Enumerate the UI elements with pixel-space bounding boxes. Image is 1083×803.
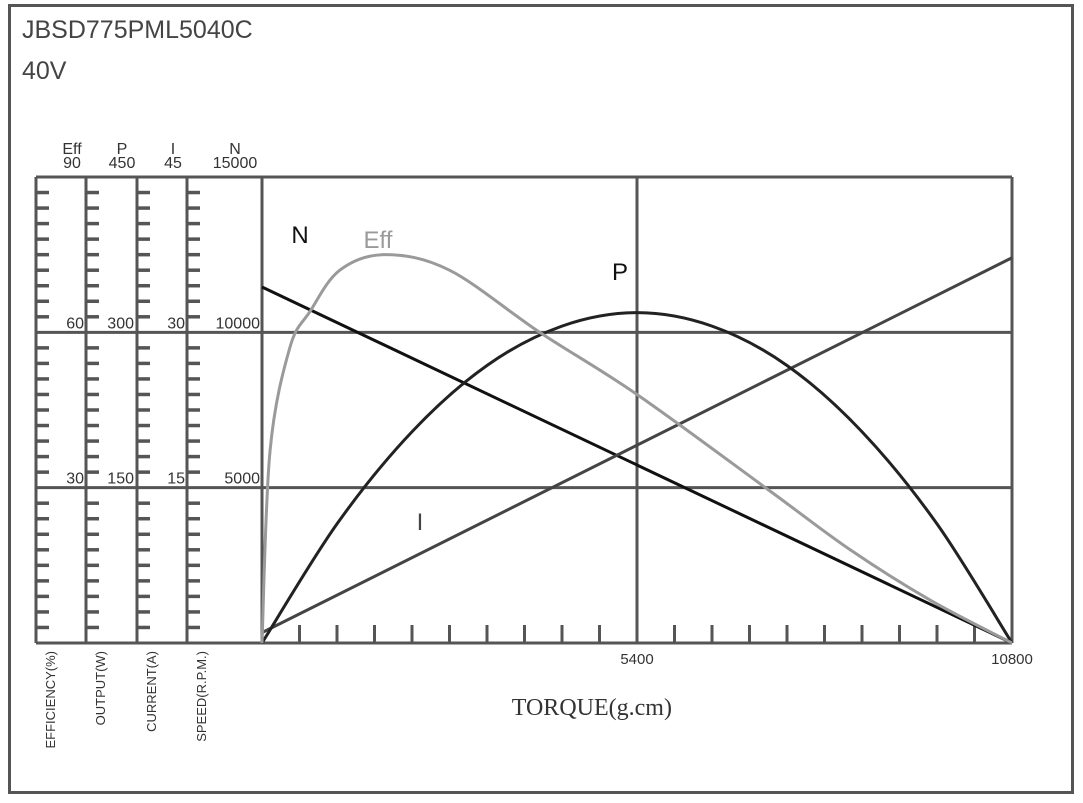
series-line-N <box>261 285 1013 645</box>
y-tick-label-Eff: 30 <box>66 471 84 488</box>
chart-frame <box>8 4 1074 794</box>
series-label-I: I <box>417 509 424 536</box>
y-tick-label-N: 5000 <box>224 471 260 488</box>
chart-title-model: JBSD775PML5040C <box>22 16 253 44</box>
y-axis-header-P: P <box>117 141 128 158</box>
y-axis-label-Eff: EFFICIENCY(%) <box>43 651 58 749</box>
y-axis-header-N: N <box>229 141 241 158</box>
series-line-Eff <box>260 253 1013 645</box>
x-axis-label: TORQUE(g.cm) <box>512 695 672 721</box>
y-tick-label-N: 10000 <box>216 315 261 332</box>
y-axis-max-Eff: 90 <box>63 155 81 172</box>
y-axis-max-N: 15000 <box>213 155 258 172</box>
y-axis-max-I: 45 <box>164 155 182 172</box>
series-line-P <box>260 311 1014 644</box>
y-axis-label-P: OUTPUT(W) <box>93 651 108 725</box>
y-tick-label-Eff: 60 <box>66 315 84 332</box>
y-axis-header-I: I <box>171 141 175 158</box>
x-tick-label: 10800 <box>991 651 1033 668</box>
series-label-N: N <box>291 222 308 249</box>
y-tick-label-P: 150 <box>107 471 134 488</box>
series-label-P: P <box>612 259 628 286</box>
y-axis-max-P: 450 <box>109 155 136 172</box>
y-axis-label-N: SPEED(R.P.M.) <box>194 651 209 742</box>
y-tick-label-I: 15 <box>167 471 185 488</box>
series-label-Eff: Eff <box>364 227 393 254</box>
y-tick-label-P: 300 <box>107 315 134 332</box>
y-tick-label-I: 30 <box>167 315 185 332</box>
chart-title-voltage: 40V <box>22 57 67 85</box>
y-axis-header-Eff: Eff <box>62 141 82 158</box>
x-tick-label: 5400 <box>620 651 653 668</box>
series-line-I <box>261 256 1013 634</box>
y-axis-label-I: CURRENT(A) <box>144 651 159 732</box>
